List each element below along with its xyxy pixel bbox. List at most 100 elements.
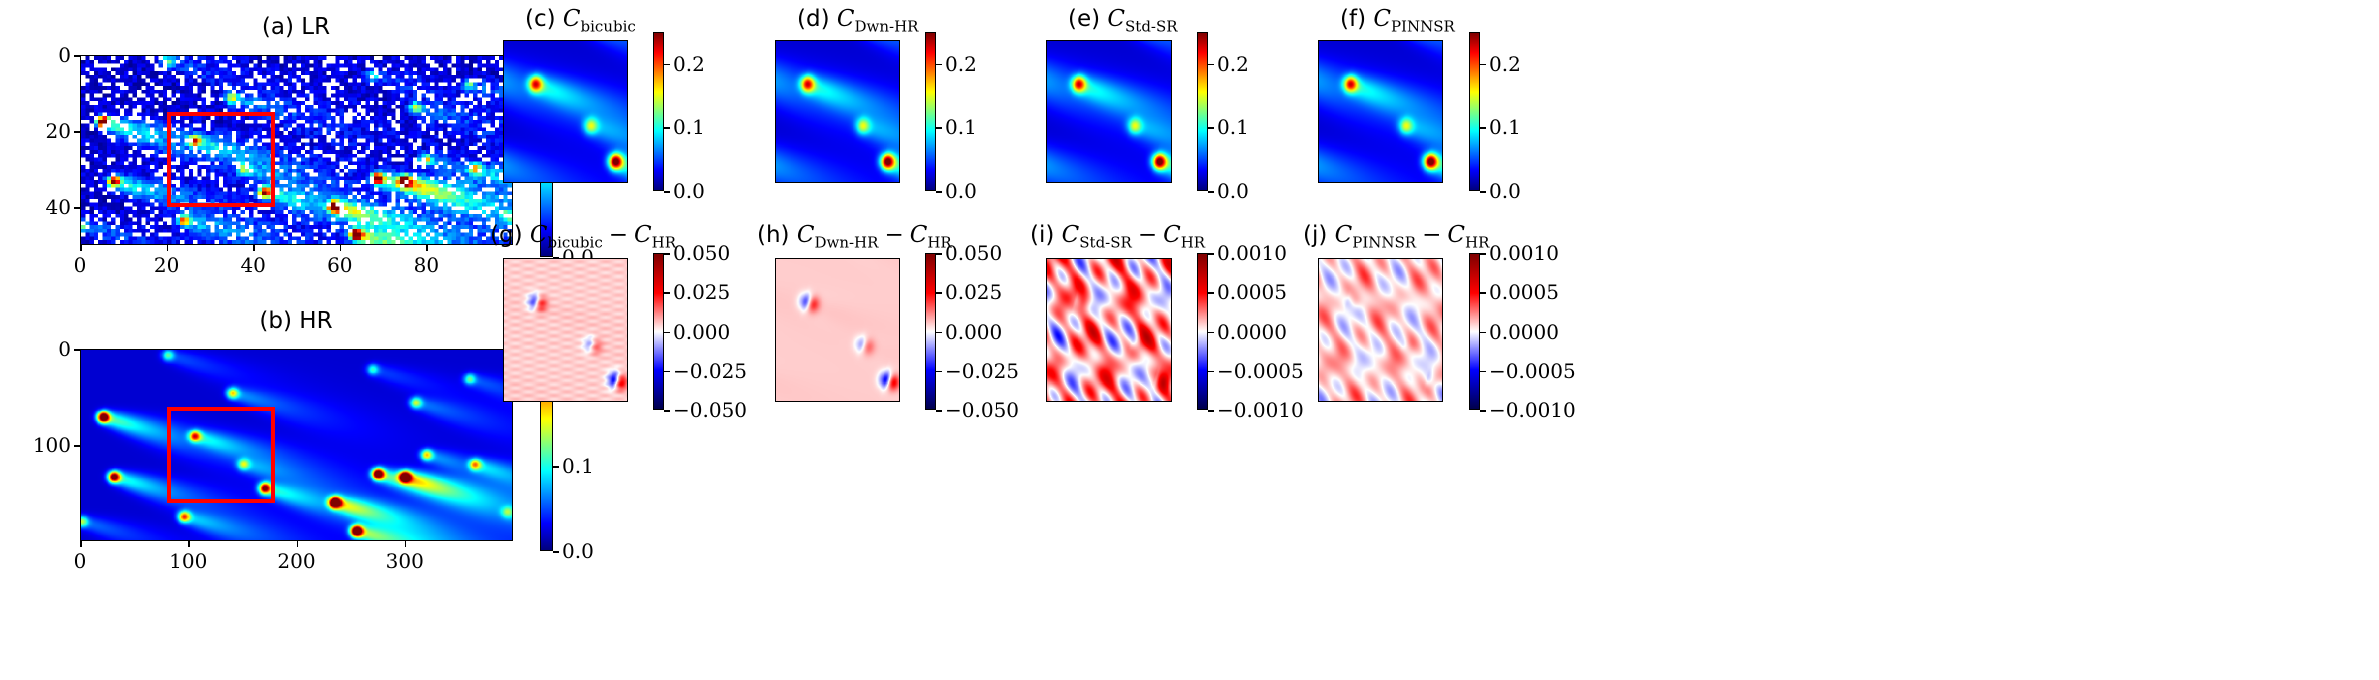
colorbar-tick-label: 0.1 <box>673 115 705 140</box>
x-tick-mark <box>296 541 298 547</box>
title-sym2: C <box>634 222 652 248</box>
colorbar-tick-mark <box>1480 253 1486 255</box>
title-label: (c) <box>525 6 556 32</box>
x-tick-mark <box>404 541 407 547</box>
colorbar-tick-mark <box>1480 292 1486 294</box>
colorbar-gradient <box>926 33 935 190</box>
colorbar-tick-mark <box>1208 410 1214 412</box>
panel-title-f: (f) CPINNSR <box>1340 6 1455 36</box>
title-sym2: C <box>1447 222 1465 248</box>
panel-title-g: (g) Cbicubic − CHR <box>490 222 676 252</box>
colorbar-tick-mark <box>936 292 942 294</box>
y-tick-mark <box>74 131 80 133</box>
panel-title-h: (h) CDwn-HR − CHR <box>757 222 952 252</box>
colorbar-gradient <box>654 254 663 409</box>
highlight-box <box>166 112 275 207</box>
colorbar-tick-mark <box>1480 410 1486 412</box>
y-tick-label: 100 <box>32 433 71 457</box>
colorbar-tick-label: 0.2 <box>1489 51 1521 76</box>
colorbar-tick-mark <box>1480 191 1486 193</box>
colorbar-tick-mark <box>664 191 670 193</box>
colorbar-d <box>925 32 936 191</box>
colorbar-tick-mark <box>664 410 670 412</box>
x-tick-mark <box>426 245 428 251</box>
colorbar-tick-label: 0.025 <box>673 280 731 305</box>
title-sub: PINNSR <box>1352 233 1417 252</box>
colorbar-tick-mark <box>936 191 942 193</box>
panel-title-c: (c) Cbicubic <box>525 6 636 36</box>
highlight-box <box>166 406 275 503</box>
title-sub: Dwn-HR <box>854 17 919 36</box>
colorbar-tick-label: 0.1 <box>1489 115 1521 140</box>
heatmap-image-f <box>1319 41 1442 182</box>
colorbar-tick-mark <box>936 410 942 412</box>
colorbar-tick-label: −0.050 <box>673 398 748 422</box>
title-sym: C <box>1107 6 1126 32</box>
heatmap-image-h <box>776 259 899 401</box>
x-tick-label: 0 <box>73 253 87 277</box>
colorbar-gradient <box>541 340 552 550</box>
colorbar-tick-label: −0.0005 <box>1217 358 1304 383</box>
x-tick-mark <box>80 541 82 547</box>
title-label: (g) <box>490 222 523 248</box>
colorbar-tick-mark <box>664 63 670 66</box>
colorbar-tick-label: 0.0010 <box>1489 241 1559 265</box>
heatmap-axes-j <box>1318 258 1443 402</box>
colorbar-tick-mark <box>553 551 559 553</box>
y-tick-label: 0 <box>58 337 71 361</box>
heatmap-axes-a <box>80 55 513 245</box>
title-sym2: C <box>909 222 928 248</box>
colorbar-tick-mark <box>1480 331 1486 333</box>
colorbar-tick-mark <box>1208 292 1214 294</box>
title-minus: − <box>1137 222 1158 248</box>
colorbar-tick-mark <box>553 257 559 259</box>
title-label: (e) <box>1068 6 1101 32</box>
heatmap-axes-e <box>1046 40 1172 183</box>
colorbar-tick-label: −0.0005 <box>1489 358 1576 383</box>
x-tick-label: 80 <box>413 253 440 277</box>
heatmap-axes-d <box>775 40 900 183</box>
colorbar-tick-label: 0.1 <box>1217 115 1249 140</box>
colorbar-tick-label: 0.000 <box>945 319 1003 344</box>
panel-title-d: (d) CDwn-HR <box>797 6 918 36</box>
x-tick-mark <box>339 245 342 251</box>
heatmap-image-d <box>776 41 899 182</box>
y-tick-mark <box>74 55 80 57</box>
title-minus: − <box>1422 222 1442 248</box>
panel-title-i: (i) CStd-SR − CHR <box>1030 222 1205 252</box>
colorbar-j <box>1469 253 1480 410</box>
colorbar-tick-label: 0.050 <box>673 241 731 265</box>
colorbar-g <box>653 253 664 410</box>
title-sub2: HR <box>1180 233 1206 252</box>
colorbar-tick-label: 0.1 <box>945 115 977 140</box>
heatmap-axes-c <box>503 40 628 183</box>
colorbar-tick-mark <box>1480 63 1486 66</box>
heatmap-image-b <box>81 350 512 540</box>
y-tick-mark <box>74 207 80 209</box>
colorbar-tick-label: 0.2 <box>673 51 705 76</box>
title-sym: C <box>562 6 581 32</box>
colorbar-tick-mark <box>1480 127 1486 129</box>
heatmap-axes-f <box>1318 40 1443 183</box>
title-sym: C <box>1334 222 1353 248</box>
title-minus: − <box>608 222 629 248</box>
colorbar-tick-mark <box>936 63 942 66</box>
colorbar-tick-label: 0.0 <box>673 179 705 203</box>
x-tick-mark <box>80 245 82 251</box>
colorbar-tick-mark <box>1480 370 1486 373</box>
heatmap-image-c <box>504 41 627 182</box>
title-label: (h) <box>757 222 790 248</box>
colorbar-e <box>1197 32 1208 191</box>
colorbar-tick-mark <box>664 292 670 294</box>
colorbar-tick-label: 0.0000 <box>1489 319 1559 344</box>
title-sym: C <box>1373 6 1391 32</box>
title-label: (a) LR <box>261 14 331 40</box>
heatmap-image-g <box>504 259 627 401</box>
colorbar-f <box>1469 32 1480 191</box>
colorbar-tick-label: −0.025 <box>945 358 1020 383</box>
heatmap-image-j <box>1319 259 1442 401</box>
y-tick-mark <box>74 445 80 447</box>
heatmap-axes-i <box>1046 258 1172 402</box>
colorbar-tick-label: 0.0000 <box>1217 319 1287 344</box>
colorbar-gradient <box>1470 254 1479 409</box>
